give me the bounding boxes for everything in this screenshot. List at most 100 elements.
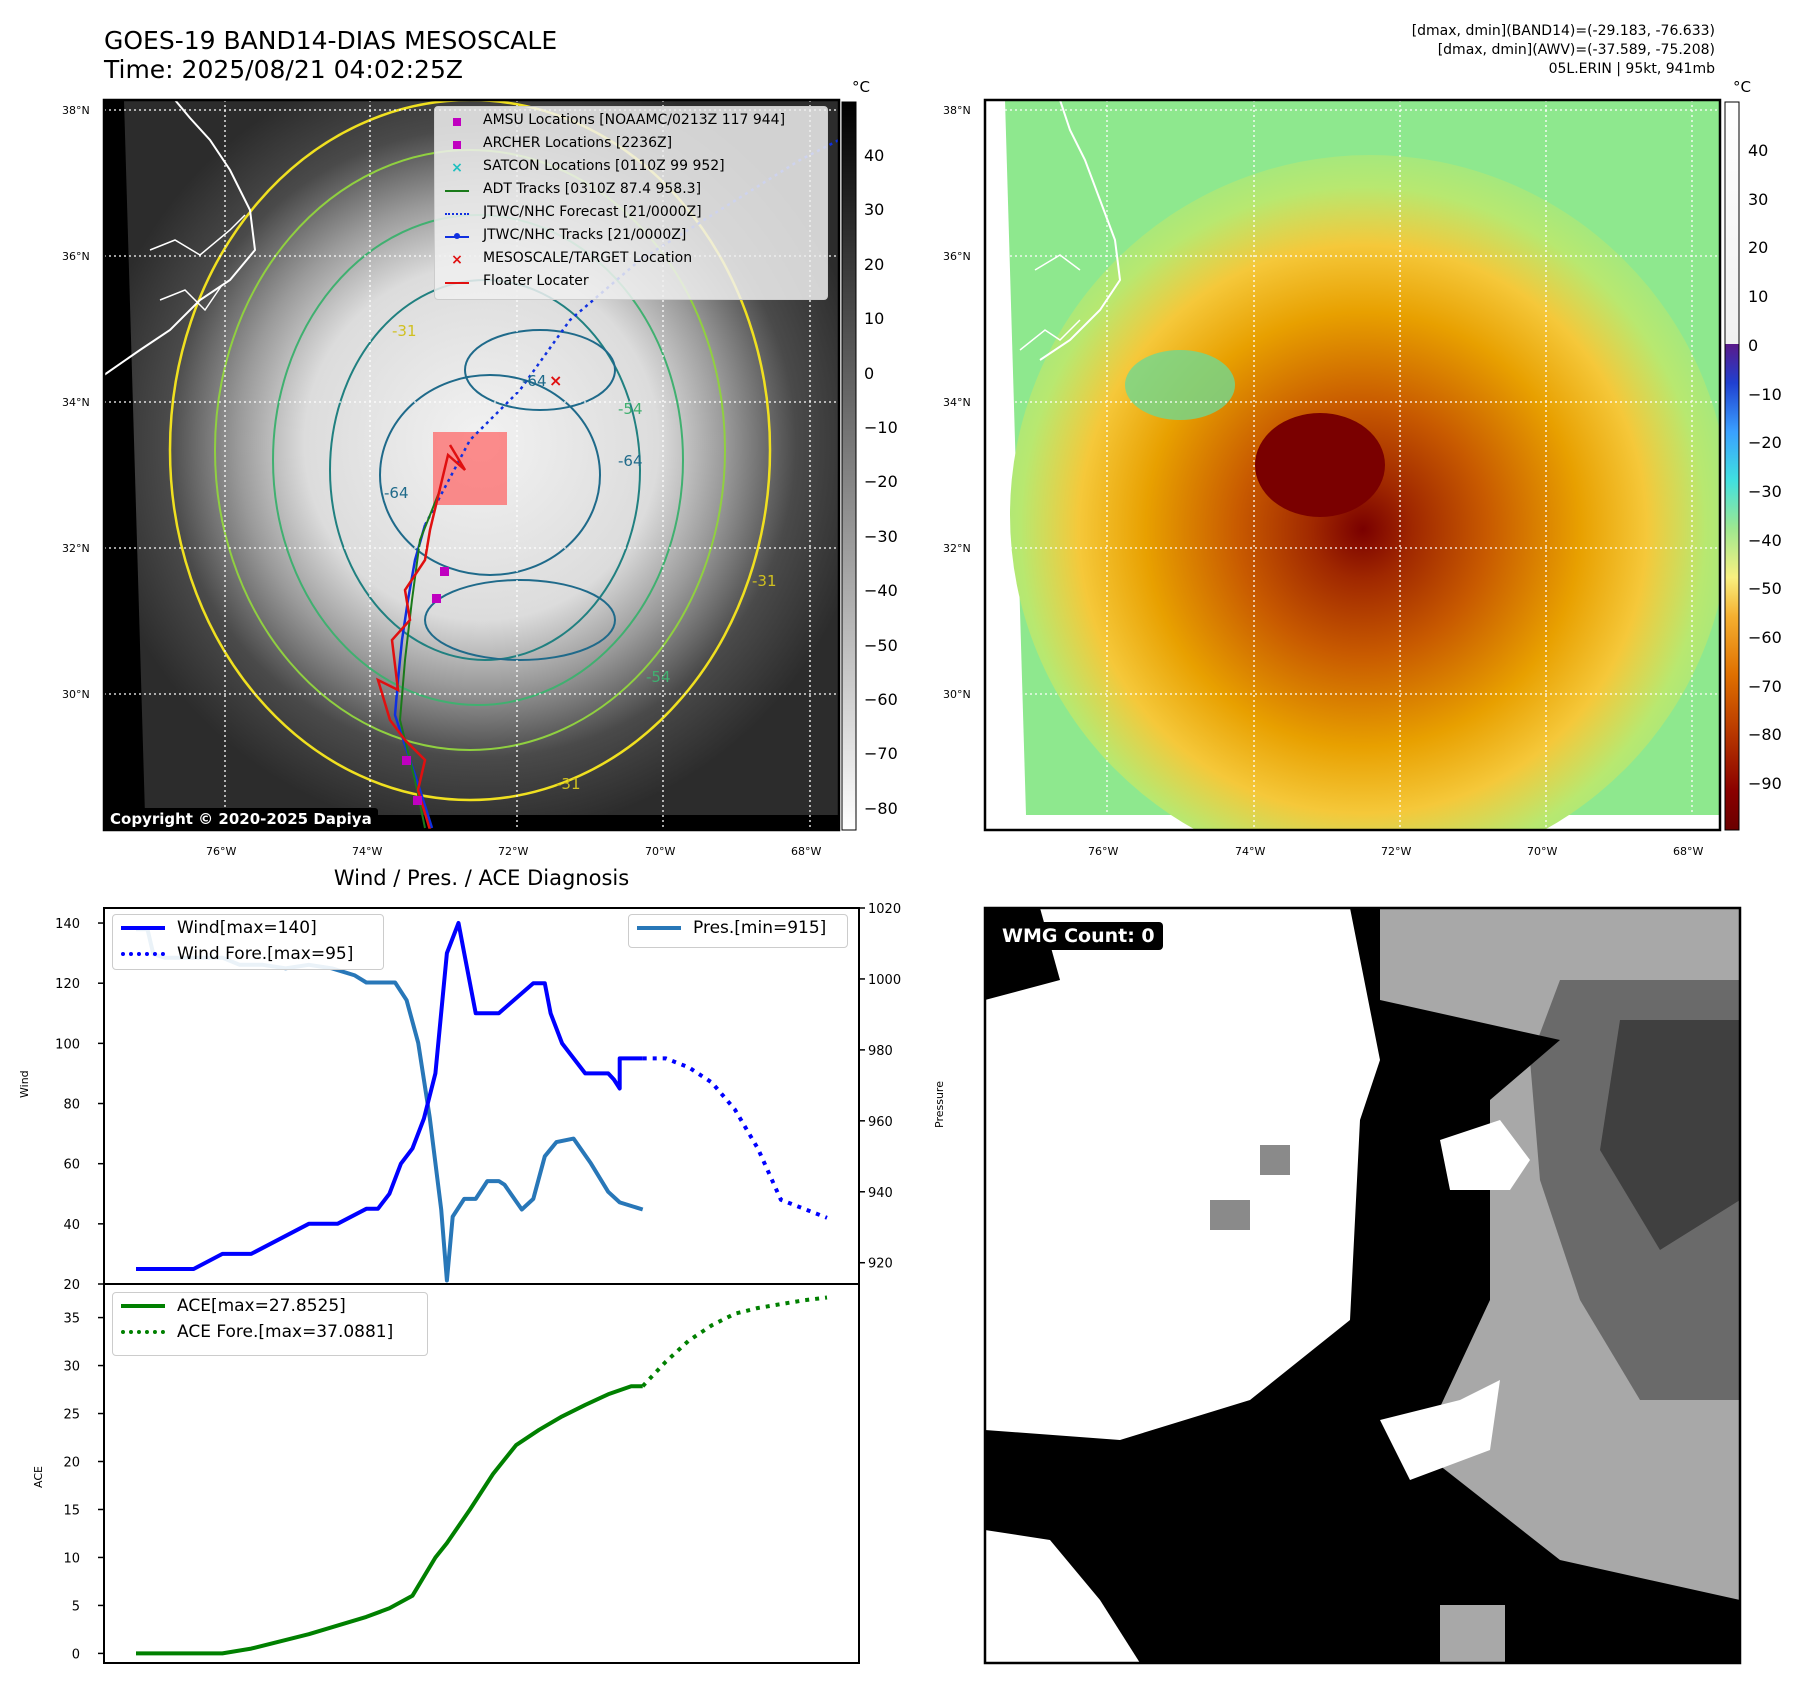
colorbar-tick-label: −40 [1748, 530, 1782, 550]
ace-forecast-line [641, 1295, 828, 1388]
wmg-region-black [985, 908, 1740, 1663]
contour-ring [379, 374, 601, 576]
legend-label: ACE Fore.[max=37.0881] [177, 1322, 394, 1342]
wind-tick-label: 60 [63, 1158, 80, 1173]
colorbar-tick-label: −80 [1748, 725, 1782, 745]
legend-swatch [637, 926, 681, 930]
color-map-panel [983, 98, 1722, 832]
legend-label: Wind[max=140] [177, 918, 317, 938]
colorbar-warm [1725, 102, 1739, 344]
info-line-1: [dmax, dmin](BAND14)=(-29.183, -76.633) [1411, 23, 1715, 39]
ace-line [136, 1384, 643, 1656]
legend-swatch: × [451, 160, 463, 176]
legend-swatch [445, 183, 469, 199]
wind-legend: Wind[max=140] Wind Fore.[max=95] [112, 914, 384, 970]
lat-label: 38°N [943, 104, 971, 117]
legend-label: AMSU Locations [NOAAMC/0213Z 117 944] [483, 112, 786, 128]
amsu-marker [440, 567, 449, 576]
colorbar-tick-label: −70 [864, 744, 898, 764]
pressure-tick-label: 980 [868, 1044, 893, 1059]
map-legend-item: Floater Locater [435, 272, 827, 294]
map-gridlines [985, 100, 1720, 830]
legend-swatch [445, 137, 469, 153]
wind-tick-label: 80 [63, 1098, 80, 1113]
colorbar-tick-label: 30 [864, 200, 885, 220]
ace-tick-label: 25 [63, 1408, 80, 1423]
lat-label: 30°N [62, 688, 90, 701]
map-legend-item: ADT Tracks [0310Z 87.4 958.3] [435, 180, 827, 202]
ace-legend: ACE[max=27.8525] ACE Fore.[max=37.0881] [112, 1292, 428, 1356]
amsu-marker [402, 756, 411, 765]
ace-tick-label: 15 [63, 1503, 80, 1518]
coastline [1019, 254, 1081, 351]
colorbar-tick-label: −10 [1748, 384, 1782, 404]
chart-legend-item: Wind Fore.[max=95] [121, 944, 353, 964]
lat-label: 32°N [943, 542, 971, 555]
colorbar-gray-unit: °C [852, 78, 870, 96]
legend-swatch [121, 1304, 165, 1308]
colorbar-tick-label: −20 [1748, 433, 1782, 453]
legend-label: JTWC/NHC Tracks [21/0000Z] [483, 227, 687, 243]
colorbar-tick-label: −60 [1748, 628, 1782, 647]
pressure-tick-label: 940 [868, 1186, 893, 1201]
map-legend-item: × SATCON Locations [0110Z 99 952] [435, 157, 827, 179]
chart-legend-item: ACE Fore.[max=37.0881] [121, 1322, 393, 1342]
wmg-count-badge: WMG Count: 0 [994, 922, 1163, 950]
legend-swatch [121, 952, 165, 956]
colorbar-gray [841, 101, 857, 831]
contour-label: -64 [618, 452, 643, 470]
wind-tick-label: 40 [63, 1218, 80, 1233]
colorbar-tick-label: −80 [864, 798, 898, 818]
colorbar-tick-label: 10 [1748, 287, 1769, 307]
coastline [1039, 100, 1122, 361]
legend-swatch [121, 926, 165, 930]
legend-swatch [445, 229, 469, 245]
ace-tick-label: 10 [63, 1551, 80, 1566]
contour-label: -31 [752, 572, 777, 590]
wind-pressure-chart [103, 907, 860, 1285]
lon-label: 72°W [1381, 845, 1412, 858]
chart-legend-item: Wind[max=140] [121, 918, 317, 938]
ace-axis-label: ACE [32, 1466, 45, 1488]
colorbar-tick-label: 0 [864, 363, 875, 383]
legend-label: ADT Tracks [0310Z 87.4 958.3] [483, 181, 702, 197]
colorbar-color-unit: °C [1733, 78, 1751, 96]
lat-label: 36°N [943, 250, 971, 263]
map-legend-item: × MESOSCALE/TARGET Location [435, 249, 827, 271]
colorbar-tick-label: 30 [1748, 189, 1769, 209]
info-line-2: [dmax, dmin](AWV)=(-37.589, -75.208) [1437, 42, 1715, 58]
pressure-tick-label: 1020 [868, 902, 901, 917]
ace-tick-label: 5 [72, 1599, 80, 1614]
wind-line [136, 921, 643, 1271]
wmg-gray-patch [1210, 1200, 1250, 1230]
wmg-region-white [985, 1530, 1140, 1663]
wmg-region-dark [1600, 1020, 1740, 1250]
wind-tick-label: 100 [55, 1037, 80, 1052]
chart-title: GOES-19 BAND14-DIAS MESOSCALE Time: 2025… [104, 26, 557, 84]
lon-label: 74°W [1235, 845, 1266, 858]
colorbar-tick-label: −30 [1748, 481, 1782, 501]
lat-label: 30°N [943, 688, 971, 701]
wmg-panel [983, 906, 1742, 1665]
title-line-1: GOES-19 BAND14-DIAS MESOSCALE [104, 26, 558, 55]
lat-label: 34°N [62, 396, 90, 409]
wind-tick-label: 120 [55, 977, 80, 992]
colorbar-tick-label: 10 [864, 309, 885, 329]
colorbar-tick-label: −30 [864, 526, 898, 546]
legend-label: MESOSCALE/TARGET Location [483, 250, 693, 266]
lon-label: 68°W [1673, 845, 1704, 858]
copyright-badge: Copyright © 2020-2025 Dapiya [104, 808, 378, 830]
legend-label: Wind Fore.[max=95] [177, 944, 354, 964]
colorbar-color [1724, 101, 1740, 831]
contour-label: -54 [618, 400, 643, 418]
legend-swatch [445, 114, 469, 130]
lat-label: 36°N [62, 250, 90, 263]
legend-label: Floater Locater [483, 273, 589, 289]
lon-label: 72°W [498, 845, 529, 858]
wind-tick-label: 20 [63, 1278, 80, 1293]
lon-label: 76°W [206, 845, 237, 858]
wind-chart-frame [103, 907, 860, 1285]
wmg-region-white [1440, 1120, 1530, 1190]
map-frame [102, 98, 841, 832]
